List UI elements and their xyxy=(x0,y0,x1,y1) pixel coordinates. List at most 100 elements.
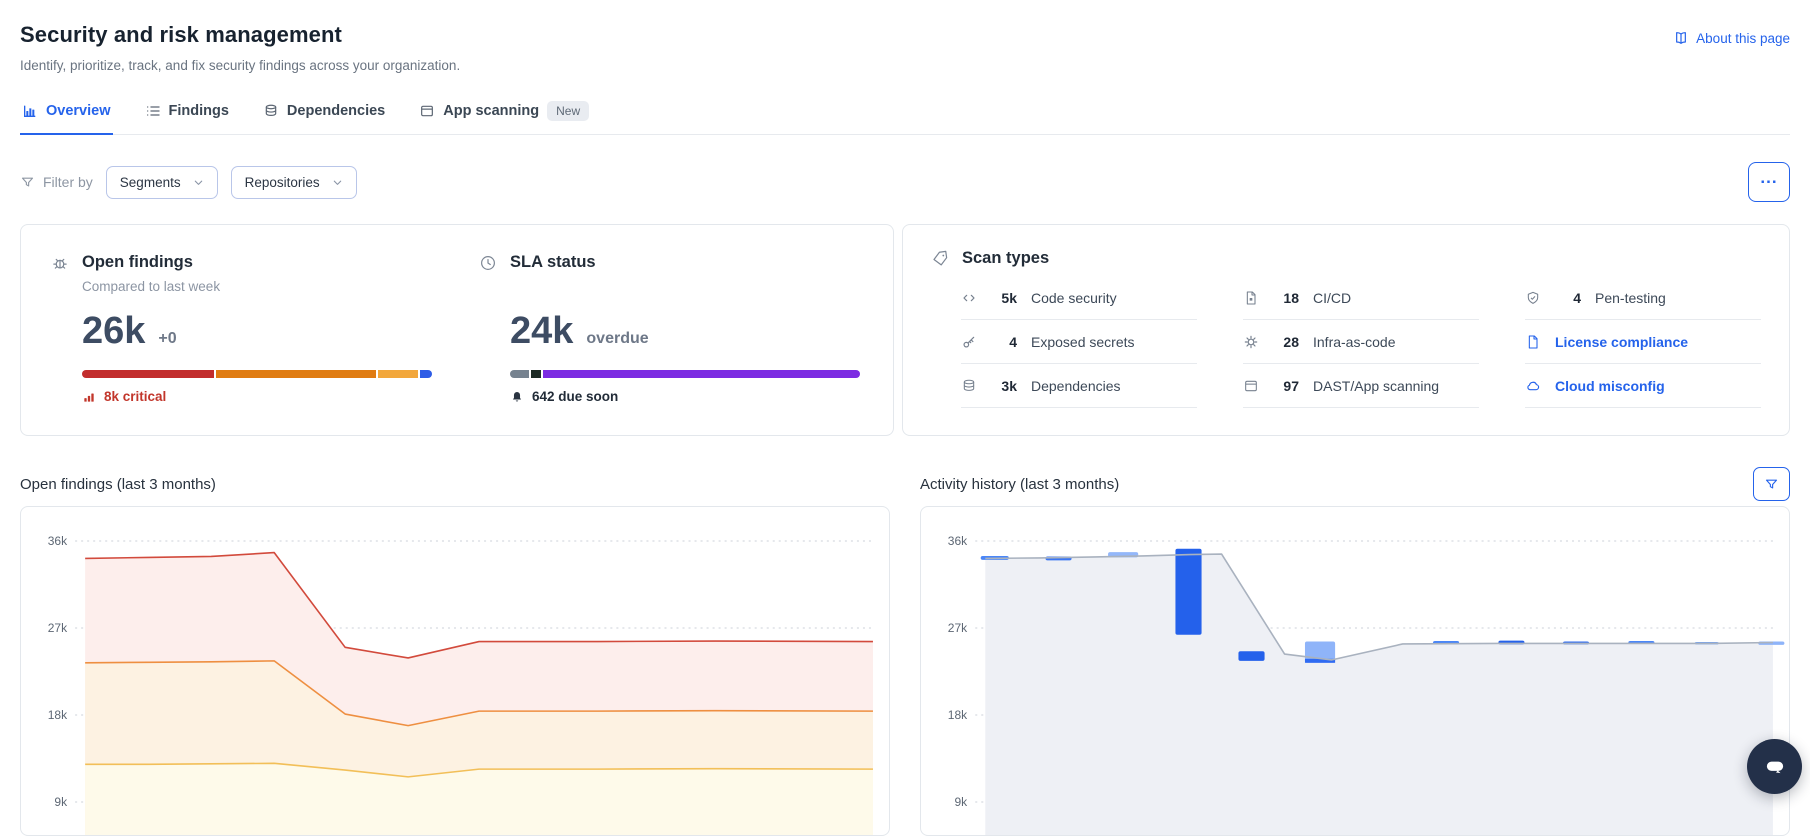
sla-bar xyxy=(510,370,860,378)
due-soon-label: 642 due soon xyxy=(532,389,618,404)
open-findings-chart-card: 36k 27k 18k 9k xyxy=(20,506,890,836)
scan-count: 4 xyxy=(1555,290,1581,306)
shield-icon xyxy=(1525,290,1541,306)
svg-text:18k: 18k xyxy=(48,708,68,722)
about-this-page-link[interactable]: About this page xyxy=(1673,30,1790,46)
about-this-page-label: About this page xyxy=(1696,31,1790,46)
bar-segment-overdue xyxy=(543,370,860,378)
scan-item-cicd[interactable]: 18 CI/CD xyxy=(1243,276,1479,320)
due-soon: 642 due soon xyxy=(510,389,863,404)
scan-item-cloud-misconfig[interactable]: Cloud misconfig xyxy=(1525,364,1761,408)
filter-by: Filter by xyxy=(20,174,93,190)
open-findings-chart: 36k 27k 18k 9k xyxy=(21,507,889,836)
bar-segment-low xyxy=(420,370,432,378)
filter-bar: Filter by Segments Repositories ... xyxy=(20,162,1790,202)
tab-findings-label: Findings xyxy=(169,103,229,119)
bell-icon xyxy=(510,390,524,404)
open-findings-chart-section: Open findings (last 3 months) 36k 27k 18k 9… xyxy=(20,466,890,836)
key-icon xyxy=(961,334,977,350)
open-findings-value-row: 26k +0 xyxy=(82,310,435,353)
svg-text:36k: 36k xyxy=(948,534,968,548)
open-findings-metric: Open findings Compared to last week 26k … xyxy=(51,253,435,407)
chevron-down-icon xyxy=(332,177,343,188)
critical-count: 8k critical xyxy=(82,389,435,404)
scan-item-license-compliance[interactable]: License compliance xyxy=(1525,320,1761,364)
critical-count-label: 8k critical xyxy=(104,389,166,404)
svg-text:36k: 36k xyxy=(48,534,68,548)
scan-item-infra-as-code[interactable]: 28 Infra-as-code xyxy=(1243,320,1479,364)
svg-text:27k: 27k xyxy=(48,621,68,635)
activity-history-chart-title: Activity history (last 3 months) xyxy=(920,476,1119,493)
scan-count: 5k xyxy=(991,290,1017,306)
browser-icon xyxy=(1243,378,1259,394)
scan-label: DAST/App scanning xyxy=(1313,378,1439,394)
chat-bubble-icon xyxy=(1762,754,1788,780)
charts-row: Open findings (last 3 months) 36k 27k 18k 9… xyxy=(20,466,1790,836)
funnel-icon xyxy=(1764,477,1779,492)
svg-text:9k: 9k xyxy=(954,795,968,809)
sla-status-value-row: 24k overdue xyxy=(510,310,863,353)
page-title: Security and risk management xyxy=(20,22,460,48)
file-icon xyxy=(1243,290,1259,306)
scan-label: Pen-testing xyxy=(1595,290,1666,306)
findings-sla-card: Open findings Compared to last week 26k … xyxy=(20,224,894,436)
scan-count: 3k xyxy=(991,378,1017,394)
scan-count: 18 xyxy=(1273,290,1299,306)
mini-bars-icon xyxy=(82,390,96,404)
scan-types-header: Scan types xyxy=(931,249,1761,268)
bar-segment-high xyxy=(216,370,376,378)
bar-segment-medium xyxy=(378,370,418,378)
gear-icon xyxy=(1243,334,1259,350)
tab-overview-label: Overview xyxy=(46,103,111,119)
repositories-dropdown[interactable]: Repositories xyxy=(231,166,357,199)
svg-text:9k: 9k xyxy=(54,795,68,809)
scan-label: Dependencies xyxy=(1031,378,1121,394)
scan-label: License compliance xyxy=(1555,334,1688,350)
book-icon xyxy=(1673,30,1689,46)
svg-text:18k: 18k xyxy=(948,708,968,722)
severity-bar xyxy=(82,370,432,378)
activity-history-chart-title-row: Activity history (last 3 months) xyxy=(920,466,1790,502)
page-header-text: Security and risk management Identify, p… xyxy=(20,22,460,73)
scan-types-title: Scan types xyxy=(962,249,1049,268)
page-header: Security and risk management Identify, p… xyxy=(20,0,1790,73)
sla-overdue-value: 24k xyxy=(510,310,573,353)
open-findings-chart-title: Open findings (last 3 months) xyxy=(20,476,216,493)
tab-app-scanning[interactable]: App scanning New xyxy=(417,97,591,135)
funnel-icon xyxy=(20,175,35,190)
browser-icon xyxy=(419,103,435,119)
segments-dropdown[interactable]: Segments xyxy=(106,166,218,199)
bar-segment-segment-1 xyxy=(510,370,529,378)
open-findings-subtitle: Compared to last week xyxy=(82,279,435,297)
code-icon xyxy=(961,290,977,306)
database-icon xyxy=(961,378,977,394)
scan-label: Infra-as-code xyxy=(1313,334,1395,350)
tag-icon xyxy=(931,250,949,268)
filter-by-label: Filter by xyxy=(43,174,93,190)
scan-count: 28 xyxy=(1273,334,1299,350)
bar-chart-icon xyxy=(22,103,38,119)
tab-bar: Overview Findings Dependencies xyxy=(20,97,1790,135)
chat-launcher-button[interactable] xyxy=(1747,739,1802,794)
scan-types-grid: 5k Code security 4 Exposed secrets xyxy=(961,276,1761,408)
bug-icon xyxy=(51,254,69,272)
tab-findings[interactable]: Findings xyxy=(143,97,231,135)
list-icon xyxy=(145,103,161,119)
activity-chart-filter-button[interactable] xyxy=(1753,467,1790,501)
more-options-button[interactable]: ... xyxy=(1748,162,1790,202)
tab-dependencies[interactable]: Dependencies xyxy=(261,97,387,135)
scan-item-code-security[interactable]: 5k Code security xyxy=(961,276,1197,320)
page-subtitle: Identify, prioritize, track, and fix sec… xyxy=(20,58,460,73)
scan-item-dast-app-scanning[interactable]: 97 DAST/App scanning xyxy=(1243,364,1479,408)
chevron-down-icon xyxy=(193,177,204,188)
open-findings-header: Open findings xyxy=(51,253,435,272)
sla-status-subtitle xyxy=(510,279,863,297)
scan-item-pen-testing[interactable]: 4 Pen-testing xyxy=(1525,276,1761,320)
scan-item-dependencies[interactable]: 3k Dependencies xyxy=(961,364,1197,408)
scan-item-exposed-secrets[interactable]: 4 Exposed secrets xyxy=(961,320,1197,364)
tab-overview[interactable]: Overview xyxy=(20,97,113,135)
open-findings-title: Open findings xyxy=(82,253,193,272)
